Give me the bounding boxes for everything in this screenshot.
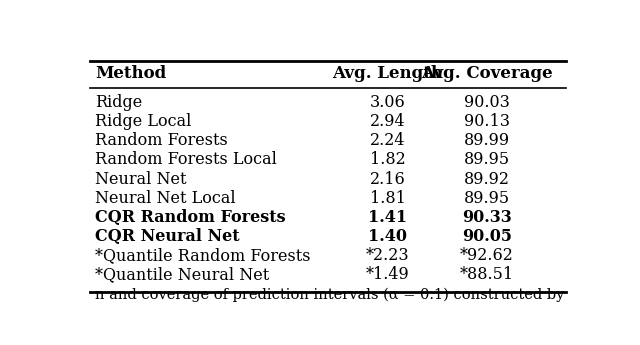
Text: *92.62: *92.62 xyxy=(460,247,514,264)
Text: Ridge: Ridge xyxy=(95,94,142,111)
Text: *88.51: *88.51 xyxy=(460,266,514,283)
Text: Random Forests Local: Random Forests Local xyxy=(95,151,276,168)
Text: Method: Method xyxy=(95,65,166,82)
Text: 89.99: 89.99 xyxy=(463,132,510,149)
Text: Avg. Coverage: Avg. Coverage xyxy=(421,65,552,82)
Text: CQR Random Forests: CQR Random Forests xyxy=(95,209,285,226)
Text: 1.81: 1.81 xyxy=(369,190,406,207)
Text: 89.95: 89.95 xyxy=(463,190,510,207)
Text: 1.40: 1.40 xyxy=(368,228,407,245)
Text: Neural Net: Neural Net xyxy=(95,170,186,187)
Text: Ridge Local: Ridge Local xyxy=(95,113,191,130)
Text: Neural Net Local: Neural Net Local xyxy=(95,190,236,207)
Text: 2.24: 2.24 xyxy=(370,132,405,149)
Text: 1.82: 1.82 xyxy=(370,151,405,168)
Text: 2.16: 2.16 xyxy=(370,170,405,187)
Text: 89.92: 89.92 xyxy=(464,170,509,187)
Text: 89.95: 89.95 xyxy=(463,151,510,168)
Text: 90.03: 90.03 xyxy=(464,94,509,111)
Text: n and coverage of prediction intervals (α = 0.1) constructed by: n and coverage of prediction intervals (… xyxy=(95,287,564,302)
Text: 3.06: 3.06 xyxy=(370,94,405,111)
Text: 90.33: 90.33 xyxy=(462,209,511,226)
Text: Avg. Length: Avg. Length xyxy=(332,65,443,82)
Text: 90.05: 90.05 xyxy=(461,228,512,245)
Text: 1.41: 1.41 xyxy=(368,209,407,226)
Text: Random Forests: Random Forests xyxy=(95,132,228,149)
Text: 90.13: 90.13 xyxy=(464,113,509,130)
Text: *1.49: *1.49 xyxy=(365,266,410,283)
Text: *Quantile Neural Net: *Quantile Neural Net xyxy=(95,266,269,283)
Text: 2.94: 2.94 xyxy=(370,113,405,130)
Text: *Quantile Random Forests: *Quantile Random Forests xyxy=(95,247,310,264)
Text: CQR Neural Net: CQR Neural Net xyxy=(95,228,239,245)
Text: *2.23: *2.23 xyxy=(365,247,410,264)
